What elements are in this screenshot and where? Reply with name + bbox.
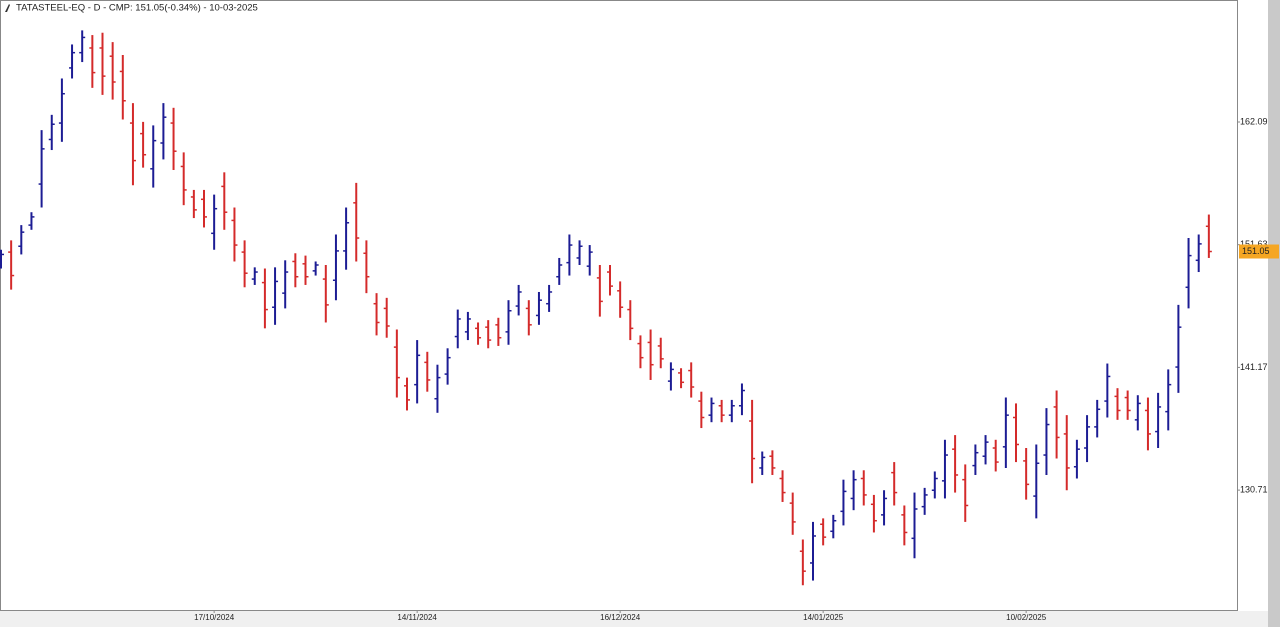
x-tick-label: 14/01/2025 bbox=[803, 613, 844, 622]
x-tick-label: 14/11/2024 bbox=[397, 613, 437, 622]
y-tick-label: 162.09 bbox=[1240, 116, 1268, 126]
bars bbox=[0, 30, 1212, 586]
x-axis-strip bbox=[0, 611, 1268, 627]
y-tick-label: 151.63 bbox=[1240, 239, 1268, 249]
last-price-label: 151.05 bbox=[1242, 246, 1270, 256]
x-tick-label: 16/12/2024 bbox=[600, 613, 641, 622]
x-tick-label: 10/02/2025 bbox=[1006, 613, 1047, 622]
last-price-badge bbox=[1239, 244, 1279, 259]
plot-frame bbox=[0, 0, 1238, 611]
y-tick-label: 130.71 bbox=[1240, 484, 1268, 494]
scroll-strip bbox=[1268, 0, 1280, 627]
x-tick-label: 17/10/2024 bbox=[194, 613, 235, 622]
title-icon bbox=[5, 4, 10, 12]
chart-title: TATASTEEL-EQ - D - CMP: 151.05(-0.34%) -… bbox=[16, 3, 258, 14]
y-tick-label: 141.17 bbox=[1240, 362, 1268, 372]
